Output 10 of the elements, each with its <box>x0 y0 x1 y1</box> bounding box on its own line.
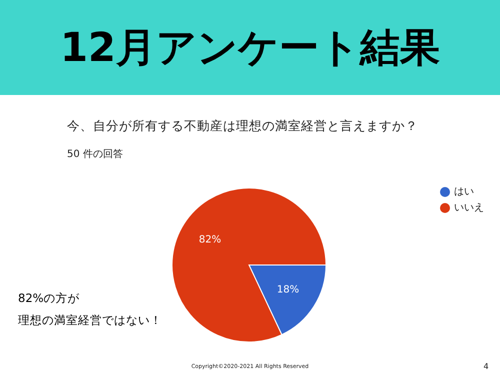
data-label: 18% <box>276 284 300 296</box>
legend-label: はい <box>454 186 474 198</box>
legend-label: いいえ <box>454 202 484 214</box>
pie-slice <box>172 188 326 342</box>
text: 理想の満室経営ではない！ <box>18 313 162 327</box>
text: 82%の方が <box>18 291 81 305</box>
text: 今、自分が所有する不動産は理想の満室経営と言えますか？ 50 件の回答 <box>67 118 418 160</box>
text: 4 <box>483 362 489 371</box>
data-label: 82% <box>198 234 222 246</box>
chart-title: 12月アンケート結果 <box>60 25 440 71</box>
